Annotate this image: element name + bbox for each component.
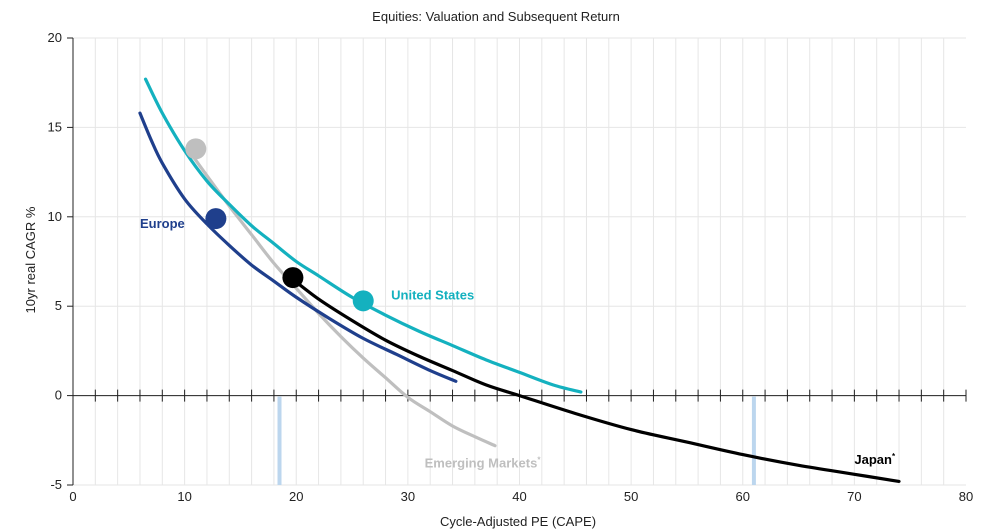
x-tick-label: 50 bbox=[624, 489, 638, 504]
series-line-europe bbox=[138, 111, 458, 383]
x-tick-label: 0 bbox=[69, 489, 76, 504]
series-line-japan bbox=[289, 275, 901, 484]
marker-europe bbox=[205, 208, 227, 230]
x-tick-label: 70 bbox=[847, 489, 861, 504]
axes-layer: -5 0 5 10 15 20 0 10 20 30 40 50 60 70 80 bbox=[48, 30, 974, 504]
highlight-layer bbox=[277, 396, 756, 485]
series-label-japan: Japan* bbox=[854, 452, 896, 467]
series-line-us bbox=[143, 77, 583, 394]
x-tick-label: 40 bbox=[512, 489, 526, 504]
y-tick-label: 5 bbox=[55, 298, 62, 313]
marker-us bbox=[352, 290, 374, 312]
x-tick-label: 20 bbox=[289, 489, 303, 504]
x-tick-label: 80 bbox=[959, 489, 973, 504]
series-label-us: United States bbox=[391, 287, 474, 302]
highlight-band bbox=[751, 396, 756, 485]
marker-em bbox=[185, 138, 207, 160]
label-layer: Europe United States Emerging Markets* Japa… bbox=[140, 216, 896, 471]
series-label-europe: Europe bbox=[140, 216, 185, 231]
y-tick-label: 15 bbox=[48, 119, 62, 134]
series-label-superscript: * bbox=[537, 456, 541, 465]
y-tick-label: 20 bbox=[48, 30, 62, 45]
x-tick-label: 10 bbox=[177, 489, 191, 504]
x-tick-label: 60 bbox=[736, 489, 750, 504]
y-tick-label: -5 bbox=[50, 477, 62, 492]
series-line-em bbox=[188, 150, 497, 448]
marker-japan bbox=[282, 267, 304, 289]
y-tick-label: 10 bbox=[48, 209, 62, 224]
y-axis-label: 10yr real CAGR % bbox=[23, 206, 38, 313]
x-axis-label: Cycle-Adjusted PE (CAPE) bbox=[440, 514, 596, 529]
series-layer bbox=[138, 77, 901, 484]
highlight-band bbox=[277, 396, 282, 485]
x-tick-label: 30 bbox=[401, 489, 415, 504]
series-label-superscript: * bbox=[892, 452, 896, 461]
series-label-em: Emerging Markets* bbox=[425, 456, 542, 471]
marker-layer bbox=[185, 138, 374, 312]
y-tick-label: 0 bbox=[55, 388, 62, 403]
chart-title: Equities: Valuation and Subsequent Retur… bbox=[372, 9, 620, 24]
grid-layer bbox=[73, 37, 966, 486]
